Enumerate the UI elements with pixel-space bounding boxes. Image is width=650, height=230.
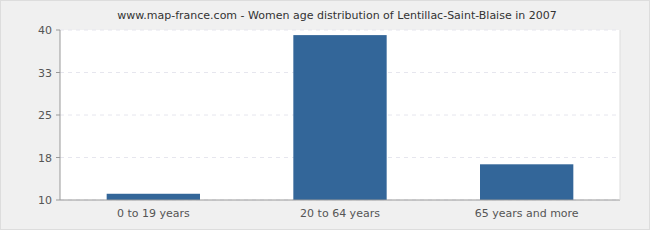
y-axis: [60, 30, 61, 200]
y-tick-label: 33: [38, 67, 52, 80]
tick-mark: [56, 157, 60, 158]
x-tick-label: 20 to 64 years: [300, 207, 380, 220]
grid-line: [60, 200, 620, 201]
background: [1, 1, 650, 230]
y-tick-label: 25: [38, 109, 52, 122]
grid-line: [60, 30, 620, 31]
tick-mark: [56, 200, 60, 201]
plot-area: [60, 30, 620, 200]
chart-svg: www.map-france.com - Women age distribut…: [0, 0, 650, 230]
x-tick-label: 65 years and more: [475, 207, 579, 220]
bar: [107, 194, 200, 200]
x-axis: [60, 200, 620, 201]
title: www.map-france.com - Women age distribut…: [117, 9, 556, 22]
chart-container: www.map-france.com - Women age distribut…: [0, 0, 650, 230]
bar: [480, 164, 573, 200]
y-tick-label: 40: [38, 24, 52, 37]
tick-mark: [56, 72, 60, 73]
bar: [293, 35, 386, 200]
plot-frame: [620, 30, 621, 200]
y-tick-label: 10: [38, 194, 52, 207]
bars: [107, 35, 574, 200]
tick-mark: [56, 30, 60, 31]
tick-mark: [56, 115, 60, 116]
y-tick-label: 18: [38, 152, 52, 165]
x-tick-label: 0 to 19 years: [117, 207, 190, 220]
